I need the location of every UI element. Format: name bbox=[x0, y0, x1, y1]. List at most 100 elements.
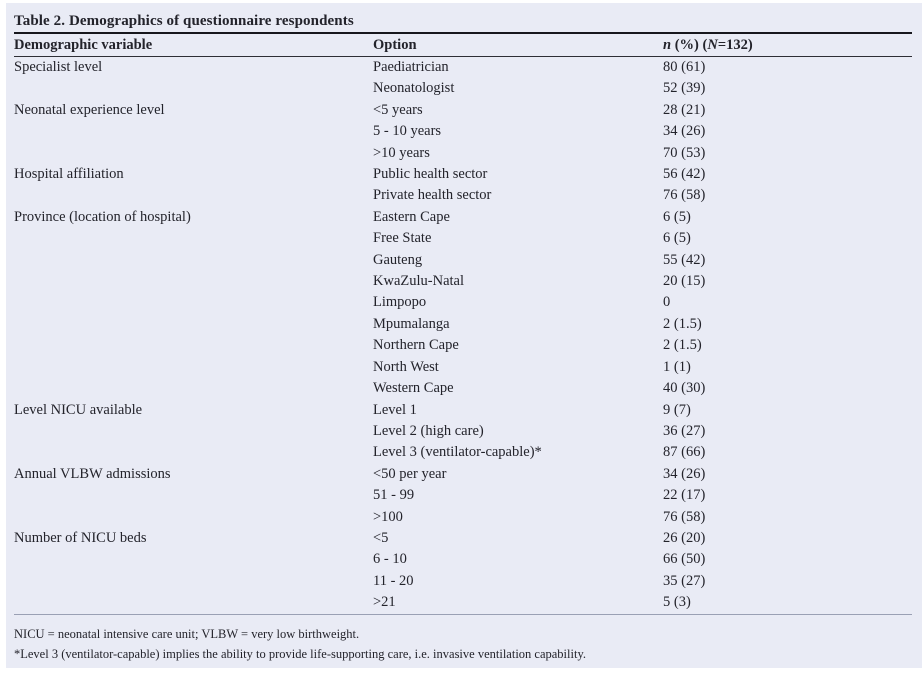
cell-option: Level 1 bbox=[373, 401, 417, 418]
cell-n-percent: 2 (1.5) bbox=[663, 337, 702, 354]
cell-option: Neonatologist bbox=[373, 80, 455, 97]
table-row: >21 5 (3) bbox=[14, 592, 912, 613]
cell-demographic-variable bbox=[14, 549, 373, 570]
cell-n-percent: 34 (26) bbox=[663, 465, 706, 482]
cell-option: Limpopo bbox=[373, 294, 427, 311]
cell-option: >21 bbox=[373, 594, 396, 611]
cell-n-percent: 40 (30) bbox=[663, 380, 706, 397]
table-row: Neonatal experience level <5 years 28 (21) bbox=[14, 100, 912, 121]
cell-demographic-variable bbox=[14, 78, 373, 99]
cell-demographic-variable bbox=[14, 421, 373, 442]
header-N-italic: N bbox=[707, 37, 718, 53]
cell-option: <5 years bbox=[373, 101, 423, 118]
footnote-abbreviations: NICU = neonatal intensive care unit; VLB… bbox=[14, 626, 360, 641]
table-footnotes: NICU = neonatal intensive care unit; VLB… bbox=[14, 624, 912, 664]
cell-demographic-variable: Annual VLBW admissions bbox=[14, 465, 171, 482]
cell-option: Western Cape bbox=[373, 380, 454, 397]
cell-n-percent: 56 (42) bbox=[663, 166, 706, 183]
header-demographic-variable: Demographic variable bbox=[14, 37, 153, 53]
cell-n-percent: 52 (39) bbox=[663, 80, 706, 97]
table-row: Province (location of hospital) Eastern C… bbox=[14, 207, 912, 228]
cell-demographic-variable bbox=[14, 314, 373, 335]
cell-demographic-variable bbox=[14, 121, 373, 142]
cell-n-percent: 28 (21) bbox=[663, 101, 706, 118]
cell-option: <50 per year bbox=[373, 465, 447, 482]
cell-demographic-variable: Neonatal experience level bbox=[14, 101, 165, 118]
table-row: Limpopo 0 bbox=[14, 292, 912, 313]
table-row: Free State 6 (5) bbox=[14, 228, 912, 249]
table-row: Level NICU available Level 1 9 (7) bbox=[14, 400, 912, 421]
table-row: >10 years 70 (53) bbox=[14, 143, 912, 164]
table-row: Neonatologist 52 (39) bbox=[14, 78, 912, 99]
cell-demographic-variable bbox=[14, 271, 373, 292]
cell-option: Eastern Cape bbox=[373, 208, 450, 225]
cell-n-percent: 76 (58) bbox=[663, 508, 706, 525]
cell-option: Northern Cape bbox=[373, 337, 459, 354]
cell-n-percent: 87 (66) bbox=[663, 444, 706, 461]
cell-n-percent: 5 (3) bbox=[663, 594, 691, 611]
cell-demographic-variable bbox=[14, 571, 373, 592]
cell-option: Paediatrician bbox=[373, 59, 449, 75]
table-header-row: Demographic variable Option n (%) (N=132… bbox=[14, 34, 912, 57]
cell-option: >10 years bbox=[373, 144, 430, 161]
cell-demographic-variable: Hospital affiliation bbox=[14, 166, 124, 183]
cell-demographic-variable bbox=[14, 378, 373, 399]
cell-demographic-variable: Number of NICU beds bbox=[14, 529, 147, 546]
table-row: >100 76 (58) bbox=[14, 507, 912, 528]
header-percent-text: (%) ( bbox=[671, 37, 708, 53]
table-row: Gauteng 55 (42) bbox=[14, 250, 912, 271]
cell-demographic-variable bbox=[14, 185, 373, 206]
cell-demographic-variable bbox=[14, 292, 373, 313]
table-row: Western Cape 40 (30) bbox=[14, 378, 912, 399]
cell-demographic-variable bbox=[14, 485, 373, 506]
table-row: Number of NICU beds <5 26 (20) bbox=[14, 528, 912, 549]
cell-option: Gauteng bbox=[373, 251, 423, 268]
cell-option: >100 bbox=[373, 508, 403, 525]
cell-demographic-variable bbox=[14, 507, 373, 528]
bottom-rule bbox=[14, 613, 912, 615]
cell-option: <5 bbox=[373, 529, 389, 546]
footnote-level3-definition: *Level 3 (ventilator-capable) implies th… bbox=[14, 646, 587, 661]
header-n-percent: n (%) (N=132) bbox=[663, 34, 912, 56]
table-row: 6 - 10 66 (50) bbox=[14, 549, 912, 570]
cell-option: 6 - 10 bbox=[373, 551, 407, 568]
cell-option: Level 2 (high care) bbox=[373, 422, 484, 439]
header-total-text: =132) bbox=[717, 37, 753, 53]
table-row: Hospital affiliation Public health sector… bbox=[14, 164, 912, 185]
cell-demographic-variable bbox=[14, 592, 373, 613]
table-row: North West 1 (1) bbox=[14, 357, 912, 378]
cell-option: Mpumalanga bbox=[373, 315, 450, 332]
cell-n-percent: 2 (1.5) bbox=[663, 315, 702, 332]
cell-option: KwaZulu-Natal bbox=[373, 273, 464, 290]
table-row: KwaZulu-Natal 20 (15) bbox=[14, 271, 912, 292]
cell-n-percent: 70 (53) bbox=[663, 144, 706, 161]
cell-n-percent: 6 (5) bbox=[663, 230, 691, 247]
cell-n-percent: 0 bbox=[663, 294, 671, 311]
cell-option: 11 - 20 bbox=[373, 572, 414, 589]
cell-n-percent: 6 (5) bbox=[663, 208, 691, 225]
cell-n-percent: 55 (42) bbox=[663, 251, 706, 268]
cell-demographic-variable: Specialist level bbox=[14, 59, 103, 75]
cell-option: Level 3 (ventilator-capable)* bbox=[373, 444, 542, 461]
cell-option: 5 - 10 years bbox=[373, 123, 442, 140]
top-rule bbox=[14, 32, 912, 34]
table-row: 5 - 10 years 34 (26) bbox=[14, 121, 912, 142]
cell-n-percent: 36 (27) bbox=[663, 422, 706, 439]
table-row: Annual VLBW admissions <50 per year 34 (26… bbox=[14, 464, 912, 485]
cell-n-percent: 76 (58) bbox=[663, 187, 706, 204]
cell-demographic-variable bbox=[14, 250, 373, 271]
cell-demographic-variable: Province (location of hospital) bbox=[14, 208, 191, 225]
cell-n-percent: 66 (50) bbox=[663, 551, 706, 568]
table-row: Specialist level Paediatrician 80 (61) bbox=[14, 57, 912, 78]
cell-option: Private health sector bbox=[373, 187, 492, 204]
table-row: Mpumalanga 2 (1.5) bbox=[14, 314, 912, 335]
table-panel: Table 2. Demographics of questionnaire r… bbox=[6, 3, 922, 668]
cell-demographic-variable bbox=[14, 335, 373, 356]
cell-n-percent: 34 (26) bbox=[663, 123, 706, 140]
cell-n-percent: 9 (7) bbox=[663, 401, 691, 418]
table-row: Level 3 (ventilator-capable)* 87 (66) bbox=[14, 442, 912, 463]
table-title: Table 2. Demographics of questionnaire r… bbox=[14, 13, 354, 29]
cell-n-percent: 20 (15) bbox=[663, 273, 706, 290]
cell-option: 51 - 99 bbox=[373, 487, 415, 504]
cell-option: Free State bbox=[373, 230, 432, 247]
